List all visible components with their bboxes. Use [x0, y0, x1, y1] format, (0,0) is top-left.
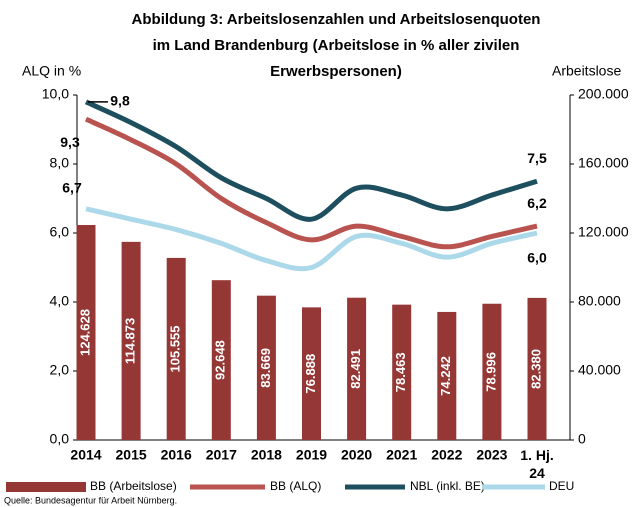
x-tick-label: 2015	[116, 447, 147, 463]
legend-label: BB (Arbeitslose)	[90, 479, 177, 493]
bar-value-label: 83.669	[258, 348, 273, 388]
y2-axis-label: Arbeitslose	[552, 63, 621, 79]
y2-tick-label: 80.000	[578, 293, 621, 309]
bar	[482, 303, 502, 440]
legend-label: NBL (inkl. BE)	[410, 479, 485, 493]
bar	[121, 241, 141, 440]
x-tick-label: 2016	[161, 447, 192, 463]
x-tick-label: 2020	[341, 447, 372, 463]
x-tick-label: 2014	[70, 447, 101, 463]
x-tick-label-part: 1. Hj.	[520, 447, 553, 463]
bar-value-label: 82.491	[348, 349, 363, 389]
y2-tick-label: 160.000	[578, 155, 629, 171]
title-line: im Land Brandenburg (Arbeitslose in % al…	[153, 37, 520, 54]
x-tick-label: 2017	[206, 447, 237, 463]
x-tick-label: 1. Hj. 24	[520, 447, 553, 481]
bar	[347, 297, 367, 440]
y-tick-label: 6,0	[50, 224, 70, 240]
bar	[76, 225, 96, 440]
bar	[211, 280, 231, 440]
line-value-label: 6,0	[527, 250, 547, 266]
y-tick-label: 10,0	[42, 86, 69, 102]
bar-value-label: 78.996	[483, 352, 498, 392]
line-value-label: 9,8	[110, 93, 130, 109]
y2-tick-label: 120.000	[578, 224, 629, 240]
legend-swatch	[6, 482, 86, 492]
bar-value-label: 74.242	[438, 356, 453, 396]
line	[84, 116, 538, 250]
y-tick-label: 8,0	[50, 155, 70, 171]
title-line: Erwerbspersonen)	[270, 63, 402, 80]
legend-label: BB (ALQ)	[270, 479, 321, 493]
y2-tick-label: 200.000	[578, 86, 629, 102]
y-tick-label: 0,0	[50, 431, 70, 447]
bar	[256, 295, 276, 440]
title-line: Abbildung 3: Arbeitslosenzahlen und Arbe…	[132, 11, 541, 28]
line-value-label: 7,5	[527, 150, 547, 166]
bar-value-label: 76.888	[303, 354, 318, 394]
line-value-label: 6,7	[62, 180, 82, 196]
y-tick-label: 2,0	[50, 362, 70, 378]
y-axis-label: ALQ in %	[22, 63, 81, 79]
legend-label: DEU	[549, 479, 574, 493]
bar	[527, 297, 547, 440]
bar-value-label: 82.380	[528, 349, 543, 389]
bar	[166, 257, 186, 440]
x-tick-label-part: 24	[529, 465, 545, 481]
x-tick-label: 2023	[476, 447, 507, 463]
line-value-label: 9,3	[60, 134, 80, 150]
bar	[392, 304, 412, 440]
y-tick-label: 4,0	[50, 293, 70, 309]
line-value-label: 6,2	[527, 195, 547, 211]
bar-value-label: 114.873	[123, 318, 138, 364]
bar-value-label: 105.555	[168, 325, 183, 372]
y2-tick-label: 0	[578, 431, 586, 447]
x-tick-label: 2018	[251, 447, 282, 463]
x-tick-label: 2021	[386, 447, 417, 463]
bar-value-label: 124.628	[77, 309, 92, 356]
line	[85, 206, 538, 272]
x-tick-label: 2019	[296, 447, 327, 463]
bar	[302, 307, 321, 440]
x-tick-label: 2022	[431, 447, 462, 463]
y2-tick-label: 40.000	[578, 362, 621, 378]
line	[84, 99, 538, 222]
source: Quelle: Bundesagentur für Arbeit Nürnber…	[4, 495, 177, 505]
bar	[437, 311, 457, 440]
bar-value-label: 92.648	[213, 340, 228, 380]
bar-value-label: 78.463	[393, 352, 408, 392]
